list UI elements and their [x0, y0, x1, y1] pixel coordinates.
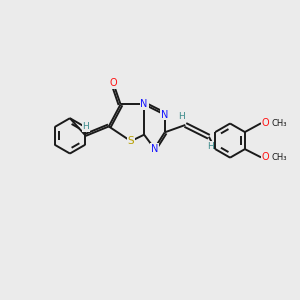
Text: H: H	[207, 142, 214, 151]
Text: CH₃: CH₃	[272, 153, 287, 162]
Text: S: S	[128, 136, 134, 146]
Text: O: O	[262, 118, 269, 128]
Text: N: N	[151, 143, 158, 154]
Text: O: O	[110, 78, 117, 88]
Text: N: N	[140, 99, 148, 110]
Text: CH₃: CH₃	[272, 119, 287, 128]
Text: O: O	[262, 152, 269, 162]
Text: N: N	[161, 110, 168, 120]
Text: H: H	[178, 112, 185, 121]
Text: H: H	[82, 122, 89, 131]
